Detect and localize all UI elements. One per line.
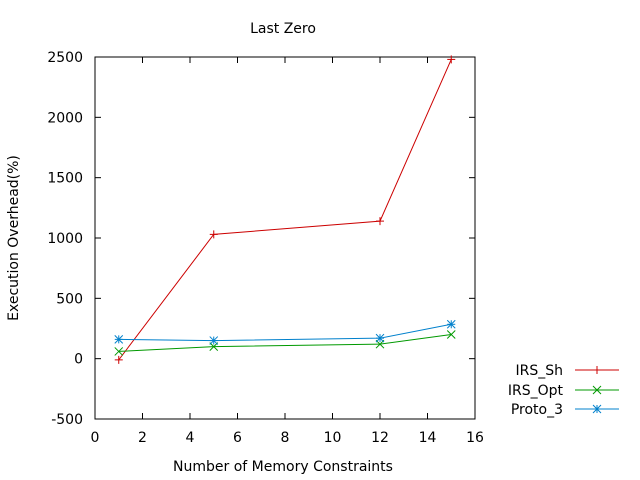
y-tick-label: 0 [74, 352, 83, 368]
legend-label: IRS_Sh [515, 363, 563, 379]
legend: IRS_Sh IRS_Opt Proto_3 [508, 363, 619, 418]
x-tick-label: 4 [186, 430, 195, 446]
marker-stroke [209, 336, 219, 345]
x-tick-label: 2 [138, 430, 147, 446]
data-point [114, 355, 123, 364]
legend-item: IRS_Opt [508, 383, 619, 399]
series-proto-3 [114, 319, 456, 345]
marker-stroke [446, 330, 456, 339]
data-point [376, 217, 384, 226]
y-tick-label: -500 [51, 412, 83, 428]
chart-title: Last Zero [250, 21, 316, 37]
series-line [118, 59, 452, 361]
data-point [446, 330, 456, 339]
series-irs-sh [114, 55, 456, 364]
data-point [447, 55, 456, 64]
y-tick-label: 500 [56, 291, 83, 307]
y-tick-label: 1000 [47, 231, 83, 247]
x-tick-label: 14 [419, 430, 437, 446]
series-irs-opt [114, 330, 456, 356]
marker-stroke [375, 333, 385, 343]
x-axis-label: Number of Memory Constraints [173, 459, 393, 475]
x-tick-label: 16 [466, 430, 484, 446]
data-point [209, 230, 218, 239]
marker-stroke [592, 404, 602, 414]
legend-label: Proto_3 [511, 402, 563, 418]
marker-stroke [114, 347, 124, 356]
y-axis: -500 0 500 1000 1500 2000 2500 [47, 50, 475, 428]
legend-item: Proto_3 [511, 402, 619, 418]
marker-stroke [446, 319, 456, 329]
data-point [114, 335, 124, 344]
x-tick-label: 10 [324, 430, 342, 446]
data-point [375, 333, 385, 343]
y-axis-label: Execution Overhead(%) [6, 155, 22, 321]
y-tick-label: 2000 [47, 110, 83, 126]
legend-item: IRS_Sh [515, 363, 619, 379]
series-line [118, 334, 452, 352]
series-line [118, 323, 452, 342]
y-tick-label: 1500 [47, 171, 83, 187]
data-point [446, 319, 456, 329]
x-tick-label: 0 [91, 430, 100, 446]
legend-label: IRS_Opt [508, 383, 564, 399]
legend-marker [592, 404, 602, 414]
y-tick-label: 2500 [47, 50, 83, 66]
series-layer [114, 55, 456, 364]
legend-marker [593, 366, 601, 374]
data-point [209, 336, 219, 345]
x-axis: 0 2 4 6 8 10 12 14 16 [91, 57, 484, 446]
marker-stroke [592, 385, 602, 395]
data-point [114, 347, 124, 356]
marker-stroke [114, 335, 124, 344]
plot-frame [94, 56, 476, 420]
legend-marker [592, 385, 602, 395]
x-tick-label: 8 [281, 430, 290, 446]
x-tick-label: 6 [233, 430, 242, 446]
x-tick-label: 12 [371, 430, 389, 446]
